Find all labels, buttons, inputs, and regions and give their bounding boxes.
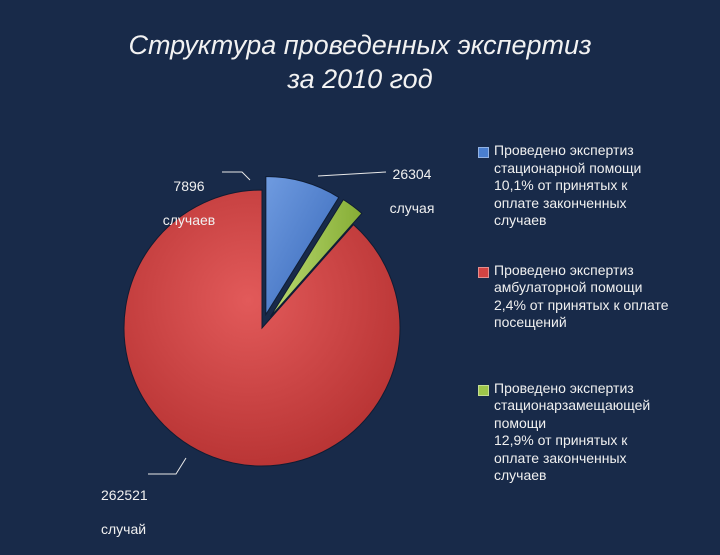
legend-item-stationary: Проведено экспертиз стационарной помощи … (478, 142, 714, 230)
data-label-stationary: 26304 случая (372, 149, 452, 234)
chart-legend: Проведено экспертиз стационарной помощи … (478, 142, 714, 485)
slice-ambulatory (123, 189, 401, 467)
chart-title: Структура проведенных экспертиз за 2010 … (0, 28, 720, 96)
legend-swatch-replacement (478, 384, 489, 396)
chart-title-line-1: Структура проведенных экспертиз (128, 30, 592, 60)
legend-item-replacement: Проведено экспертиз стационарзамещающей … (478, 380, 714, 485)
data-label-ambulatory-unit: случай (101, 521, 147, 537)
leader-line-stationary (317, 171, 387, 177)
data-label-replacement-unit: случаев (162, 212, 216, 228)
slice-replacement (269, 198, 363, 318)
data-label-replacement: 7896 случаев (154, 161, 224, 246)
legend-text-ambulatory: Проведено экспертиз амбулаторной помощи … (494, 261, 669, 331)
chart-title-line-2: за 2010 год (287, 64, 433, 94)
pie-chart (123, 171, 401, 475)
legend-swatch-stationary (478, 147, 489, 158)
leader-line-replacement (222, 171, 251, 181)
slice-stationary (265, 176, 340, 317)
legend-text-stationary: Проведено экспертиз стационарной помощи … (494, 142, 642, 228)
legend-item-ambulatory: Проведено экспертиз амбулаторной помощи … (478, 262, 714, 332)
data-label-ambulatory: 262521 случай (101, 470, 167, 555)
legend-text-replacement: Проведено экспертиз стационарзамещающей … (494, 379, 651, 484)
leader-line-ambulatory (148, 457, 187, 475)
data-label-stationary-unit: случая (389, 200, 435, 216)
data-label-stationary-number: 26304 (392, 166, 432, 182)
data-label-ambulatory-number: 262521 (101, 487, 148, 503)
legend-swatch-ambulatory (478, 266, 489, 278)
data-label-replacement-number: 7896 (173, 178, 205, 194)
